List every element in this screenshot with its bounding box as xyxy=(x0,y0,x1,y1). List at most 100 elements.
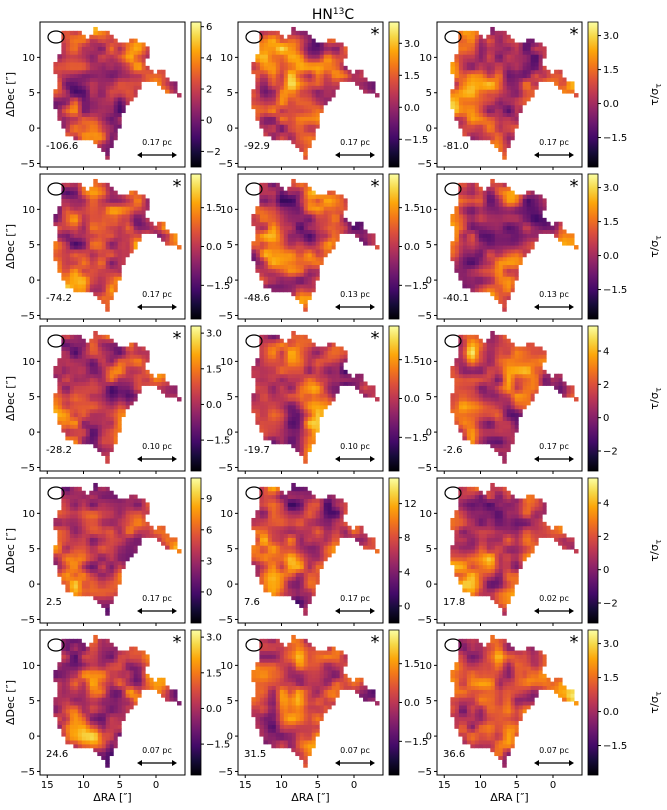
heatmap-cell xyxy=(85,264,90,269)
heatmap-cell xyxy=(89,85,94,90)
heatmap-cell xyxy=(251,65,256,71)
heatmap-cell xyxy=(263,202,268,207)
heatmap-cell xyxy=(542,73,547,79)
heatmap-cell xyxy=(129,50,134,55)
heatmap-cell xyxy=(109,280,114,285)
heatmap-cell xyxy=(470,416,475,421)
heatmap-cell xyxy=(81,365,86,371)
heatmap-cell xyxy=(255,416,260,421)
heatmap-cell xyxy=(518,61,523,67)
heatmap-cell xyxy=(97,30,102,36)
heatmap-cell xyxy=(522,213,527,219)
heatmap-cell xyxy=(263,420,268,425)
heatmap-cell xyxy=(299,58,304,63)
heatmap-cell xyxy=(133,229,138,234)
heatmap-cell xyxy=(323,77,328,82)
heatmap-cell xyxy=(466,202,471,207)
heatmap-cell xyxy=(101,334,106,340)
heatmap-cell xyxy=(311,272,316,277)
heatmap-cell xyxy=(558,237,563,242)
heatmap-cell xyxy=(73,245,78,250)
heatmap-cell xyxy=(145,358,150,363)
heatmap-cell xyxy=(165,229,170,234)
heatmap-cell xyxy=(494,206,499,211)
heatmap-cell xyxy=(327,69,332,75)
heatmap-cell xyxy=(506,116,511,121)
heatmap-cell xyxy=(526,73,531,79)
heatmap-cell xyxy=(57,377,62,383)
heatmap-cell xyxy=(538,77,543,82)
heatmap-cell xyxy=(466,30,471,36)
heatmap-cell xyxy=(327,342,332,348)
heatmap-cell xyxy=(331,362,336,367)
heatmap-cell xyxy=(470,42,475,47)
heatmap-cell xyxy=(65,256,70,262)
heatmap-cell xyxy=(502,268,507,273)
heatmap-cell xyxy=(161,377,166,383)
heatmap-cell xyxy=(295,85,300,90)
heatmap-cell xyxy=(478,120,483,125)
heatmap-cell xyxy=(470,38,475,44)
heatmap-cell xyxy=(141,358,146,363)
heatmap-cell xyxy=(271,439,276,445)
heatmap-cell xyxy=(307,287,312,293)
heatmap-cell xyxy=(105,397,110,402)
heatmap-cell xyxy=(502,34,507,40)
heatmap-cell xyxy=(327,198,332,203)
heatmap-cell xyxy=(93,350,98,355)
heatmap-cell xyxy=(263,104,268,110)
heatmap-cell xyxy=(470,264,475,269)
heatmap-cell xyxy=(518,77,523,82)
heatmap-cell xyxy=(275,276,280,281)
heatmap-cell xyxy=(303,147,308,152)
heatmap-cell xyxy=(73,276,78,281)
heatmap-cell xyxy=(65,116,70,121)
heatmap-cell xyxy=(311,241,316,246)
heatmap-cell xyxy=(502,128,507,133)
heatmap-cell xyxy=(478,260,483,266)
heatmap-cell xyxy=(125,69,130,75)
heatmap-cell xyxy=(291,42,296,47)
heatmap-cell xyxy=(145,46,150,51)
heatmap-cell xyxy=(315,225,320,231)
heatmap-cell xyxy=(542,206,547,211)
heatmap-cell xyxy=(77,73,82,79)
heatmap-cell xyxy=(263,432,268,437)
heatmap-cell xyxy=(101,81,106,86)
heatmap-cell xyxy=(97,229,102,234)
heatmap-cell xyxy=(299,182,304,188)
heatmap-cell xyxy=(73,46,78,51)
heatmap-cell xyxy=(279,46,284,51)
heatmap-cell xyxy=(474,393,479,398)
heatmap-cell xyxy=(514,237,519,242)
heatmap-cell xyxy=(73,287,78,293)
heatmap-cell xyxy=(267,186,272,192)
heatmap-cell xyxy=(267,206,272,211)
heatmap-cell xyxy=(319,350,324,355)
heatmap-cell xyxy=(506,287,511,293)
heatmap-cell xyxy=(375,397,380,402)
heatmap-cell xyxy=(255,369,260,375)
heatmap-cell xyxy=(458,393,463,398)
heatmap-cell xyxy=(307,412,312,418)
heatmap-cell xyxy=(315,58,320,63)
heatmap-cell xyxy=(494,424,499,429)
heatmap-cell xyxy=(462,73,467,79)
heatmap-cell xyxy=(251,408,256,414)
heatmap-cell xyxy=(474,206,479,211)
heatmap-cell xyxy=(291,93,296,98)
heatmap-cell xyxy=(506,135,511,141)
heatmap-cell xyxy=(522,100,527,106)
heatmap-cell xyxy=(319,100,324,106)
heatmap-cell xyxy=(482,198,487,203)
heatmap-cell xyxy=(125,202,130,207)
scale-arrowhead-right xyxy=(569,304,574,310)
heatmap-cell xyxy=(81,131,86,137)
heatmap-cell xyxy=(287,100,292,106)
heatmap-cell xyxy=(259,362,264,367)
heatmap-cell xyxy=(518,73,523,79)
heatmap-cell xyxy=(510,96,515,102)
heatmap-cell xyxy=(311,369,316,375)
heatmap-cell xyxy=(466,128,471,133)
heatmap-cell xyxy=(89,229,94,234)
